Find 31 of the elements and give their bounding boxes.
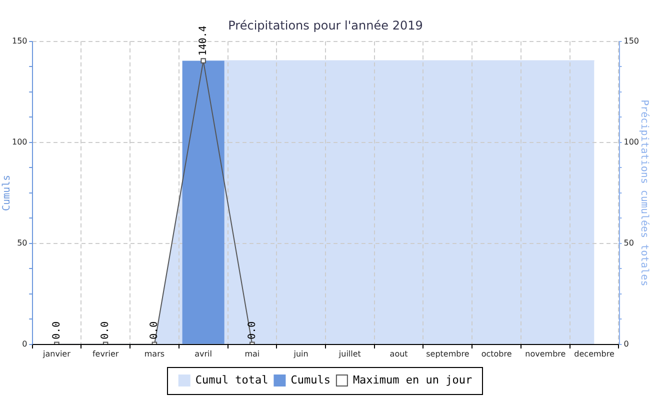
y2-tick-label: 0 — [624, 339, 629, 348]
data-label: 140.4 — [198, 26, 209, 56]
x-tick-label: fevrier — [92, 349, 120, 358]
data-label: 0.0 — [51, 321, 62, 340]
x-tick-label: avril — [194, 349, 212, 358]
data-label: 0.0 — [149, 321, 160, 340]
x-tick-label: aout — [390, 349, 408, 358]
y-tick-label: 0 — [22, 339, 28, 348]
y-axis-title: Cumuls — [2, 174, 13, 211]
x-tick-label: janvier — [42, 349, 72, 358]
x-tick-label: septembre — [426, 349, 470, 358]
y-tick-label: 50 — [17, 238, 28, 248]
y2-tick-label: 150 — [624, 36, 640, 46]
y-tick-label: 150 — [12, 36, 28, 46]
x-tick-label: octobre — [481, 349, 512, 358]
x-tick-label: juillet — [338, 349, 361, 358]
x-tick-label: novembre — [525, 349, 566, 358]
legend-label: Maximum en un jour — [352, 373, 473, 386]
data-label: 0.0 — [246, 321, 258, 340]
chart-title: Précipitations pour l'année 2019 — [228, 18, 423, 32]
x-tick-label: juin — [292, 349, 308, 358]
y-tick-label: 100 — [12, 137, 28, 146]
legend-label: Cumuls — [290, 373, 330, 386]
data-label: 0.0 — [100, 321, 112, 340]
y2-tick-label: 100 — [624, 137, 640, 146]
x-tick-label: decembre — [574, 349, 614, 358]
x-tick-label: mars — [144, 349, 165, 358]
x-tick-label: mai — [244, 349, 260, 358]
y2-tick-label: 50 — [624, 238, 634, 248]
legend-label: Cumul total — [195, 373, 268, 386]
y2-axis-title: Précipitations cumulées totales — [638, 100, 650, 286]
